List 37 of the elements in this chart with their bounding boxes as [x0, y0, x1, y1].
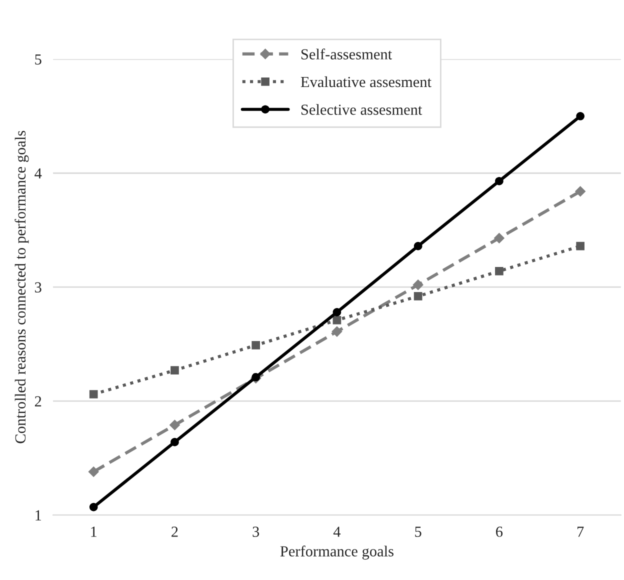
y-tick-label: 4: [34, 168, 42, 178]
point: [576, 112, 584, 120]
x-tick-label: 4: [333, 526, 341, 537]
x-tick-label: 2: [172, 526, 178, 537]
point: [414, 292, 422, 300]
x-tick-label: 1: [91, 526, 97, 537]
point: [169, 420, 180, 430]
point: [494, 232, 505, 244]
x-tick-label: 3: [252, 526, 260, 537]
x-tick-label: 5: [415, 526, 422, 537]
point: [495, 266, 504, 276]
x-axis-title: Performance goals: [280, 546, 394, 560]
legend-label: Self-assesment: [301, 48, 392, 60]
point: [252, 372, 260, 382]
legend-label: Selective assesment: [301, 104, 422, 115]
x-tick-label: 6: [496, 526, 503, 537]
y-tick-label: 3: [35, 282, 42, 293]
point: [89, 502, 98, 512]
x-tick-label: 7: [578, 526, 584, 537]
y-tick-label: 5: [35, 54, 42, 65]
point: [332, 316, 342, 324]
point: [332, 308, 342, 316]
point: [576, 242, 584, 250]
y-tick-label: 1: [36, 510, 42, 520]
point: [170, 438, 179, 446]
point: [252, 341, 260, 350]
point: [89, 390, 98, 398]
y-tick-label: 2: [34, 396, 42, 406]
point: [88, 466, 99, 478]
point: [495, 176, 504, 186]
legend-label: Evaluative assesment: [300, 76, 432, 88]
point: [574, 186, 586, 197]
point: [170, 366, 179, 374]
point: [332, 326, 342, 337]
point: [414, 242, 422, 250]
y-axis-title: Controlled reasons connected to performance goals: [14, 130, 29, 444]
point: [412, 279, 424, 290]
